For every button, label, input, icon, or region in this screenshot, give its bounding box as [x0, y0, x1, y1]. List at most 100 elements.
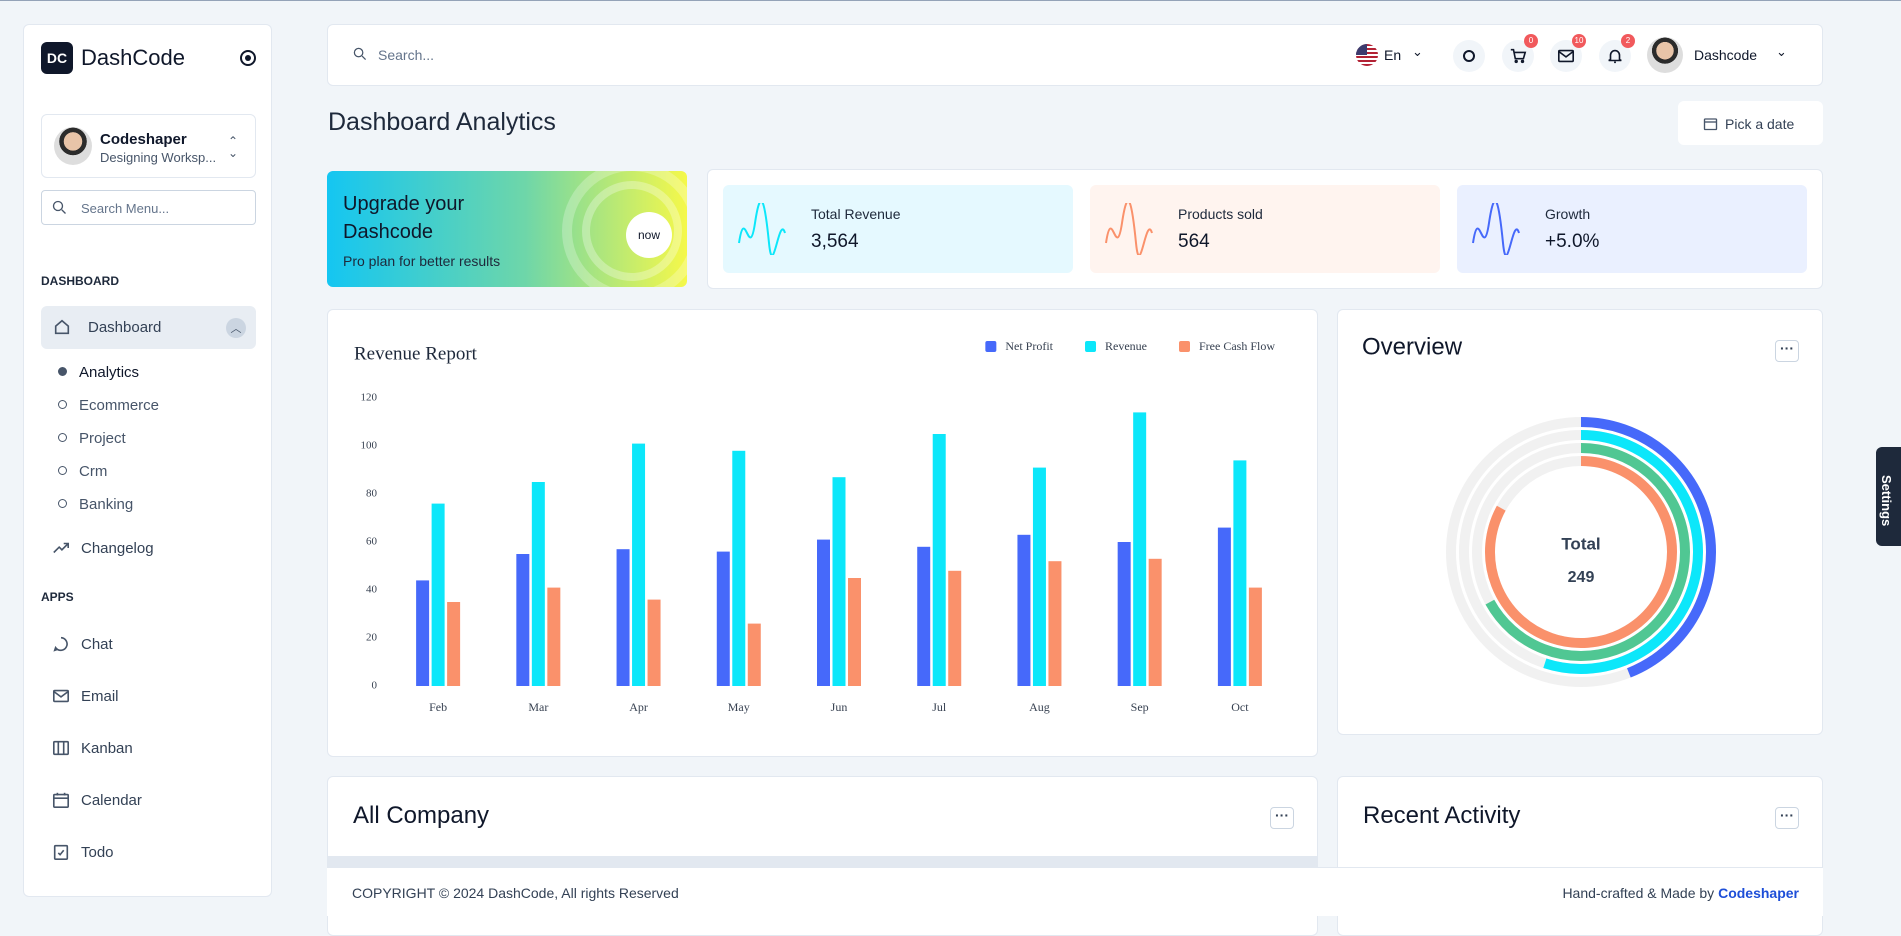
notification-badge: 2 [1621, 34, 1635, 48]
panel-title: Recent Activity [1363, 802, 1521, 829]
collapse-toggle[interactable] [240, 50, 256, 66]
legend-swatch [1085, 341, 1097, 352]
menu-button[interactable]: ··· [1775, 807, 1799, 829]
bullet [58, 499, 67, 508]
sparkline [738, 203, 786, 255]
submenu-item[interactable]: Ecommerce [79, 397, 160, 414]
stat-label: Total Revenue [811, 206, 901, 222]
chat-icon [53, 636, 68, 652]
bar [917, 546, 931, 686]
email-icon [52, 689, 70, 703]
date-picker[interactable]: Pick a date [1678, 101, 1823, 145]
legend-swatch [985, 341, 997, 352]
ring-arc [1543, 430, 1703, 674]
menu-item[interactable]: Changelog [81, 540, 154, 557]
submenu-item[interactable]: Banking [79, 496, 134, 513]
bar [447, 602, 461, 686]
expand-icon: ︿ [226, 318, 246, 338]
workspace-name: Designing Worksp... [100, 150, 217, 165]
section-title: DASHBOARD [41, 274, 119, 288]
sidebar: DC DashCode Codeshaper Designing Worksp.… [23, 24, 272, 897]
stats-panel: Total Revenue 3,564 Products sold 564 Gr… [707, 169, 1823, 289]
bar [1032, 467, 1046, 686]
theme-toggle[interactable] [1453, 40, 1485, 72]
promo-title: Upgrade your Dashcode [343, 193, 465, 243]
menu-item[interactable]: Calendar [81, 792, 142, 809]
search-icon [353, 47, 367, 61]
bar [647, 599, 661, 686]
menu-search[interactable]: Search Menu... [41, 190, 256, 225]
y-tick-label: 40 [366, 584, 378, 596]
bullet [58, 433, 67, 442]
chevrons: ⌃ ⌄ [228, 134, 239, 160]
promo-badge[interactable]: now [626, 212, 672, 258]
flag [1356, 44, 1378, 66]
settings-label: Settings [1879, 475, 1894, 527]
menu-item[interactable]: Kanban [81, 740, 133, 757]
menu-item-active[interactable]: Dashboard ︿ [41, 306, 256, 349]
stat-card: Total Revenue 3,564 [723, 185, 1073, 273]
table-header [328, 856, 1317, 870]
menu-item[interactable]: Chat [81, 636, 113, 653]
submenu-item[interactable]: Crm [79, 463, 108, 480]
search-placeholder[interactable]: Search... [378, 47, 435, 63]
legend-label: Net Profit [1005, 339, 1053, 353]
chevron: ⌄ [1412, 44, 1423, 59]
chevron: ⌄ [1776, 44, 1787, 59]
top-border [0, 0, 1901, 1]
stat-label: Growth [1545, 206, 1591, 222]
charts: Revenue Report 0 20 40 60 80 100 120 Feb Mar Apr Ma… [354, 333, 1716, 714]
settings-tab[interactable]: Settings [1876, 447, 1901, 546]
bar [1117, 542, 1131, 686]
x-tick-label: Apr [629, 700, 648, 714]
sparkline [1105, 203, 1153, 255]
page-title: Dashboard Analytics [328, 108, 556, 136]
x-tick-label: May [728, 700, 750, 714]
workspace-switcher[interactable]: Codeshaper Designing Worksp... ⌃ ⌄ [41, 114, 256, 178]
bar [547, 587, 561, 686]
bar [1148, 558, 1162, 686]
bar [1048, 561, 1062, 686]
bullet [58, 400, 67, 409]
user-name: Codeshaper [100, 131, 187, 148]
ring-arc [1580, 417, 1716, 678]
submenu-item[interactable]: Analytics [79, 364, 140, 381]
bar [1217, 527, 1231, 686]
y-tick-label: 100 [361, 440, 378, 452]
menu-item[interactable]: Email [81, 688, 119, 705]
home-icon [54, 319, 70, 335]
mail-badge: 10 [1572, 34, 1586, 48]
footer: COPYRIGHT © 2024 DashCode, All rights Re… [327, 867, 1823, 916]
promo-subtitle: Pro plan for better results [343, 253, 501, 269]
bar [817, 539, 830, 686]
bar [832, 477, 846, 686]
submenu-item[interactable]: Project [79, 430, 126, 447]
center-label: Total [1561, 534, 1600, 553]
todo-icon [53, 844, 69, 861]
bar [747, 623, 761, 686]
credit-text: Hand-crafted & Made by [1562, 885, 1715, 901]
mail-button[interactable] [1550, 40, 1582, 72]
chart-title: Revenue Report [354, 343, 478, 364]
bar [1248, 587, 1262, 686]
language[interactable]: En [1384, 47, 1402, 63]
menu-item[interactable]: Todo [81, 844, 114, 861]
credit: Hand-crafted & Made by Codeshaper [1562, 886, 1799, 900]
bar [1133, 412, 1147, 686]
stat-value: 564 [1178, 231, 1210, 252]
bar [1017, 534, 1031, 686]
menu-button[interactable]: ··· [1270, 807, 1294, 829]
bullet [58, 466, 67, 475]
brand[interactable]: DashCode [81, 45, 185, 70]
user-name[interactable]: Dashcode [1694, 47, 1758, 63]
menu-button[interactable]: ··· [1775, 340, 1799, 362]
legend: Net Profit Revenue Free Cash Flow [985, 339, 1275, 353]
author-link[interactable]: Codeshaper [1718, 885, 1799, 901]
y-tick-label: 80 [366, 488, 378, 500]
user-avatar[interactable] [1647, 37, 1683, 73]
x-tick-label: Jul [932, 700, 947, 714]
legend-label: Revenue [1105, 339, 1147, 353]
center-total: 249 [1568, 569, 1595, 586]
y-tick-label: 120 [361, 392, 378, 404]
stat-value: 3,564 [811, 231, 859, 252]
